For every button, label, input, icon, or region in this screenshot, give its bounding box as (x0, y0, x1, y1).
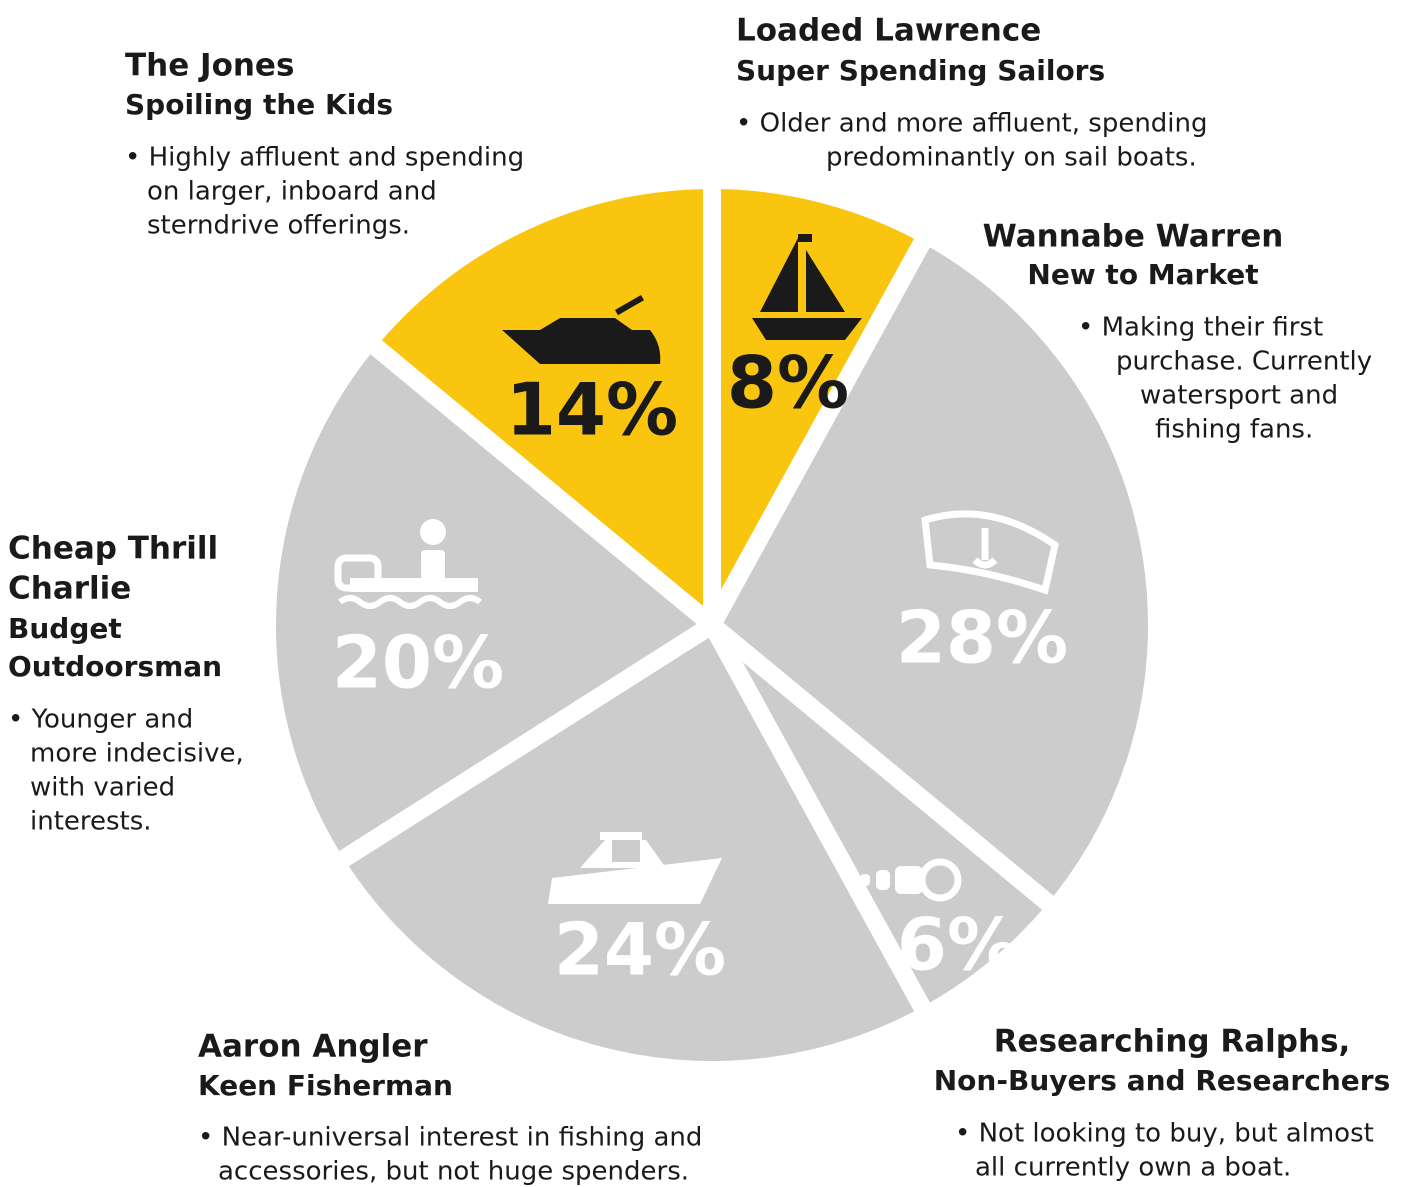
segment-description: accessories, but not huge spenders. (218, 1157, 689, 1187)
segment-description: fishing fans. (1155, 415, 1313, 445)
segment-description: • Making their first (1078, 313, 1323, 343)
segment-title: Loaded Lawrence (736, 13, 1041, 49)
slice (700, 222, 1166, 922)
segment-subtitle: Budget (8, 612, 122, 645)
slices (258, 170, 1166, 1080)
segment-description: sterndrive offerings. (147, 211, 410, 241)
fishing-boat-icon (334, 519, 482, 609)
segment-subtitle: Outdoorsman (8, 650, 222, 683)
segment-subtitle: Spoiling the Kids (125, 88, 393, 121)
segment-description: • Near-universal interest in fishing and (198, 1123, 702, 1153)
value-label: 6% (897, 903, 1019, 987)
cabin-boat-icon (548, 832, 722, 904)
segment-subtitle: New to Market (1027, 258, 1258, 291)
segment-title: Cheap Thrill (8, 531, 218, 567)
segment-description: interests. (30, 807, 152, 837)
value-label: 8% (727, 341, 849, 425)
segment-description: • Older and more affluent, spending (736, 109, 1208, 139)
segment-title: The Jones (125, 48, 294, 84)
hat-icon (921, 510, 1059, 595)
segment-subtitle: Keen Fisherman (198, 1069, 453, 1102)
segment-description: watersport and (1140, 381, 1338, 411)
segment-description: • Younger and (8, 705, 193, 735)
binoculars-icon (860, 858, 962, 902)
segment-subtitle: Super Spending Sailors (736, 54, 1105, 87)
segment-description: • Not looking to buy, but almost (955, 1119, 1374, 1149)
segment-subtitle: Non-Buyers and Researchers (934, 1064, 1391, 1097)
segment-title: Wannabe Warren (983, 219, 1284, 255)
slice (323, 612, 939, 1080)
value-label: 20% (332, 621, 504, 705)
slice (356, 170, 721, 645)
segment-description: all currently own a boat. (975, 1153, 1291, 1183)
segment-description: • Highly affluent and spending (125, 143, 524, 173)
segment-title: Charlie (8, 571, 131, 607)
yacht-icon (502, 295, 661, 364)
segment-description: with varied (30, 773, 175, 803)
slice (258, 328, 728, 876)
segment-description: on larger, inboard and (147, 177, 437, 207)
segment-title: Aaron Angler (198, 1029, 428, 1065)
value-label: 24% (554, 908, 726, 992)
icons (334, 234, 1059, 904)
segment-description: predominantly on sail boats. (826, 143, 1197, 173)
sailboat-icon (752, 234, 862, 340)
segment-title: Researching Ralphs, (994, 1024, 1351, 1060)
segment-description: more indecisive, (30, 739, 244, 769)
segment-description: purchase. Currently (1116, 347, 1372, 377)
value-label: 28% (896, 596, 1068, 680)
value-label: 14% (506, 368, 678, 452)
